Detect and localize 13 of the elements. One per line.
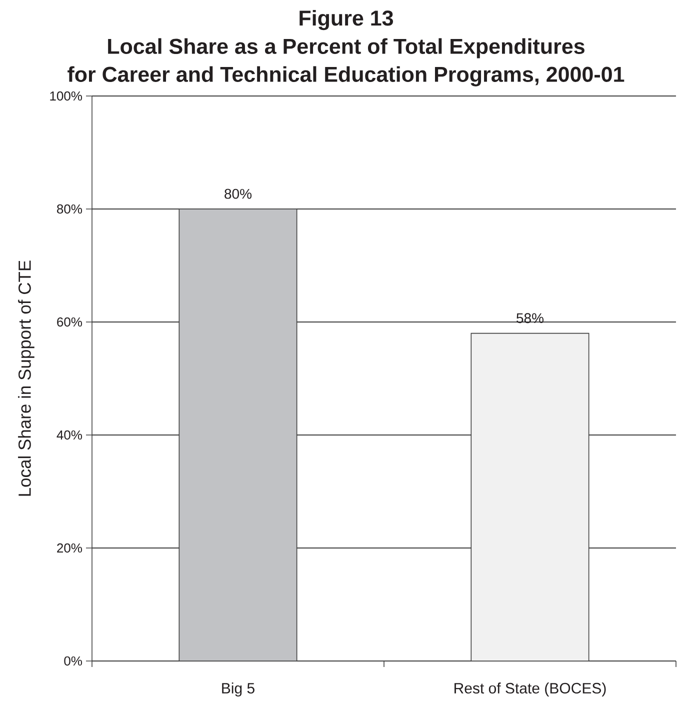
chart-title: Figure 13 [300,10,393,30]
data-label: 58% [516,313,544,324]
y-tick-label: 60% [57,317,82,327]
x-tick-label: Big 5 [222,682,254,696]
y-tick-label: 20% [57,543,82,553]
y-axis-title: Local Share in Support of CTE [18,260,34,496]
chart-subtitle: Local Share as a Percent of Total Expenditures for Career and Technical Education Programs, 2000-01 [68,38,624,86]
y-tick-label: 0% [64,656,82,666]
data-label: 80% [224,188,252,199]
y-tick-label: 80% [57,204,82,214]
y-tick-label: 100% [50,91,82,101]
y-tick-label: 40% [56,430,82,440]
x-tick-label: Rest of State (BOCES) [454,682,606,696]
